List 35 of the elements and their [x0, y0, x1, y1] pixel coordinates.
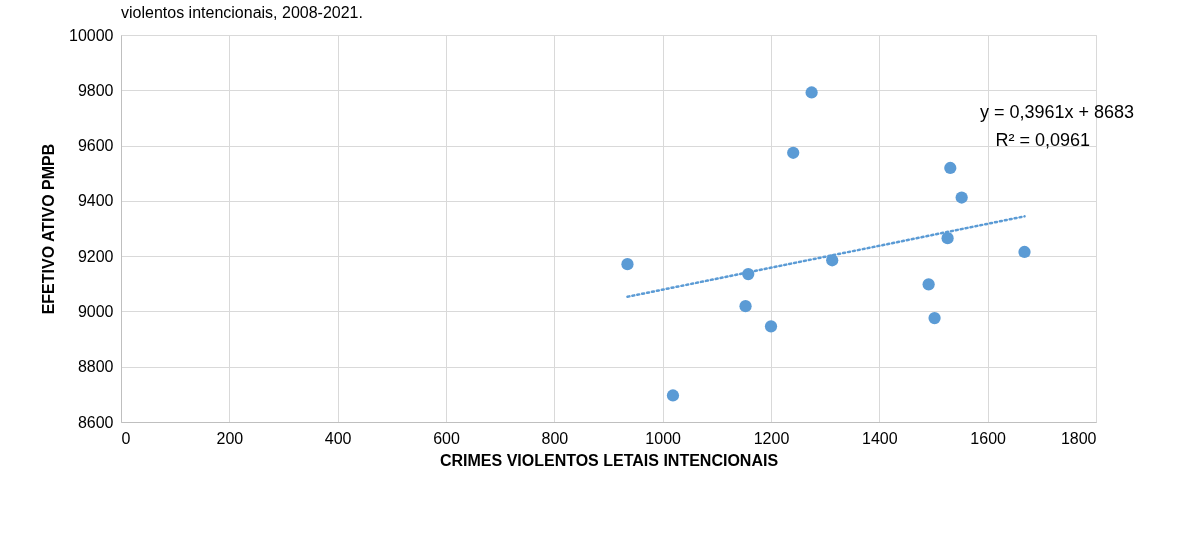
x-tick-label: 1200	[753, 429, 790, 447]
x-tick-label: 400	[324, 429, 352, 447]
y-tick-label: 9200	[77, 247, 114, 265]
x-tick-label: 600	[433, 429, 460, 447]
x-tick-label: 0	[121, 429, 131, 447]
point	[805, 86, 818, 99]
point	[944, 161, 957, 175]
chart-title: violentos intencionais, 2008-2021.	[121, 4, 363, 21]
point	[928, 311, 941, 325]
point	[739, 300, 752, 313]
y-tick-label: 8600	[77, 413, 114, 431]
y-tick-label: 9400	[77, 192, 114, 210]
annotation: R² = 0,0961	[995, 130, 1090, 150]
x-tick-label: 1600	[970, 429, 1007, 447]
annotation: y = 0,3961x + 8683	[979, 102, 1134, 122]
point	[941, 232, 954, 245]
point	[764, 320, 778, 333]
x-tick-label: 1800	[1060, 429, 1097, 447]
point	[666, 389, 680, 402]
point	[787, 146, 800, 159]
point	[922, 278, 935, 291]
x-tick-label: 200	[216, 429, 244, 447]
x-axis-title: CRIMES VIOLENTOS LETAIS INTENCIONAIS	[439, 451, 779, 469]
x-tick-label: 1000	[645, 429, 682, 447]
point	[955, 191, 968, 204]
point	[1018, 245, 1031, 259]
y-tick-label: 8800	[77, 358, 114, 376]
x-tick-label: 1400	[862, 429, 898, 447]
y-tick-label: 9600	[77, 137, 114, 155]
y-axis-title: EFETIVO ATIVO PMPB	[40, 143, 58, 315]
x-tick-label: 800	[541, 429, 569, 447]
y-tick-label: 9000	[77, 302, 114, 320]
y-tick-label: 9800	[77, 81, 114, 99]
point	[621, 258, 634, 271]
y-tick-label: 10000	[69, 26, 114, 44]
